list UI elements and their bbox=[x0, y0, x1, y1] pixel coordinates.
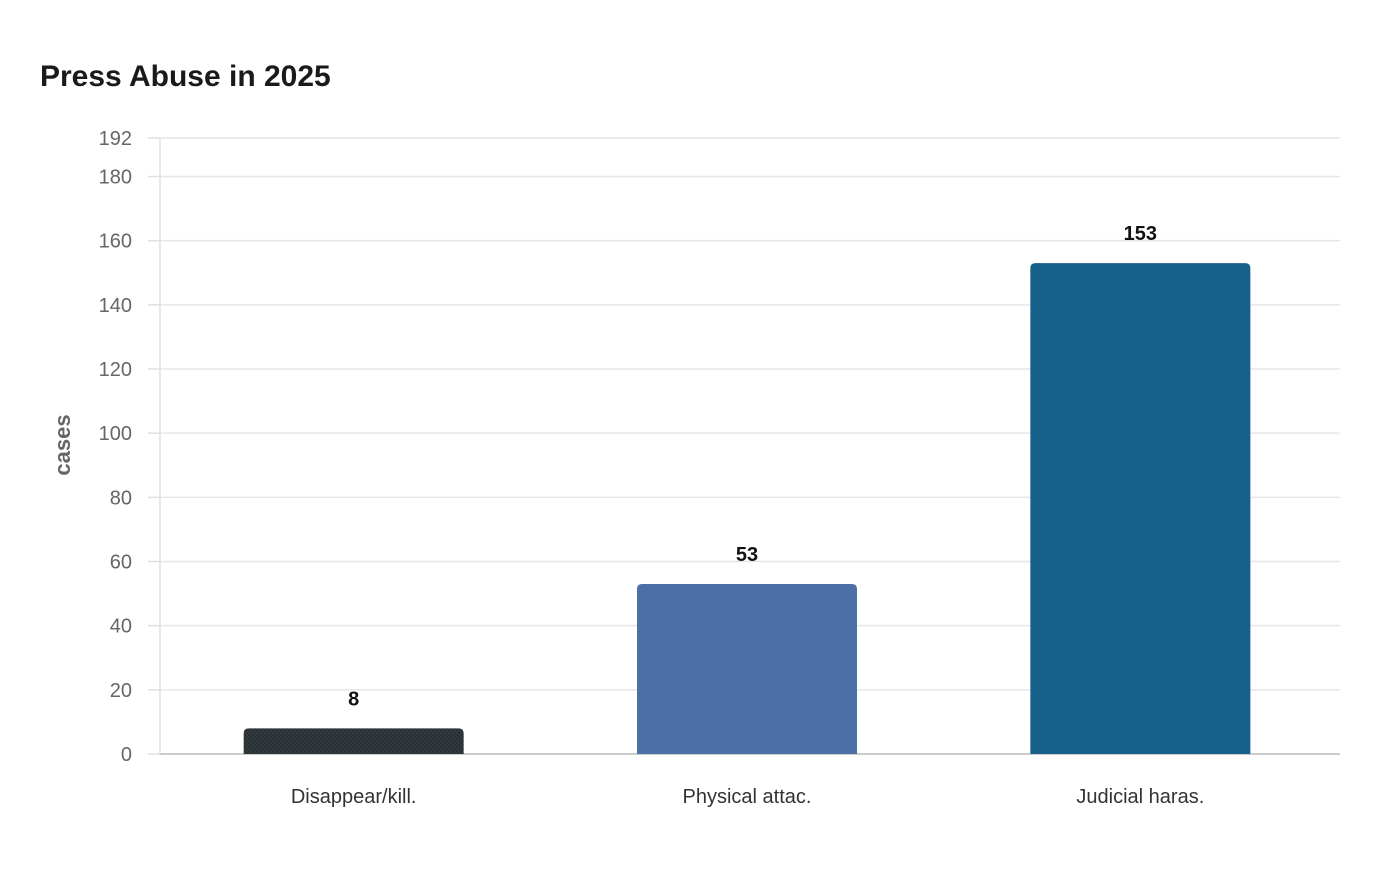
y-tick-label: 60 bbox=[110, 552, 132, 574]
y-tick-label: 180 bbox=[99, 167, 132, 189]
y-axis-title: cases bbox=[50, 414, 75, 475]
x-tick-label: Disappear/kill. bbox=[291, 786, 417, 808]
y-tick-label: 140 bbox=[99, 295, 132, 317]
y-tick-label: 80 bbox=[110, 487, 132, 509]
bars bbox=[243, 263, 1251, 754]
chart-title: Press Abuse in 2025 bbox=[40, 60, 331, 93]
y-tick-label: 40 bbox=[110, 616, 132, 638]
bar-judicial-haras bbox=[1030, 263, 1251, 754]
bar-disappear-kill bbox=[243, 728, 464, 754]
y-tick-label: 100 bbox=[99, 423, 132, 445]
y-tick-label: 0 bbox=[121, 744, 132, 766]
bar-physical-attac bbox=[637, 583, 857, 754]
x-tick-label: Physical attac. bbox=[683, 786, 812, 808]
data-label: 53 bbox=[736, 544, 758, 566]
y-tick-label: 160 bbox=[99, 231, 132, 253]
data-label: 8 bbox=[348, 688, 359, 710]
x-tick-label: Judicial haras. bbox=[1076, 786, 1204, 808]
y-tick-labels: 0 20 40 60 80 100 120 140 160 180 192 bbox=[99, 128, 132, 766]
y-tick-label: 120 bbox=[99, 359, 132, 381]
y-tick-label: 192 bbox=[99, 128, 132, 150]
category-labels: Disappear/kill. Physical attac. Judicial h… bbox=[291, 786, 1204, 808]
y-tick-label: 20 bbox=[110, 680, 132, 702]
value-labels: 8 53 153 bbox=[348, 223, 1157, 710]
data-label: 153 bbox=[1124, 223, 1157, 245]
